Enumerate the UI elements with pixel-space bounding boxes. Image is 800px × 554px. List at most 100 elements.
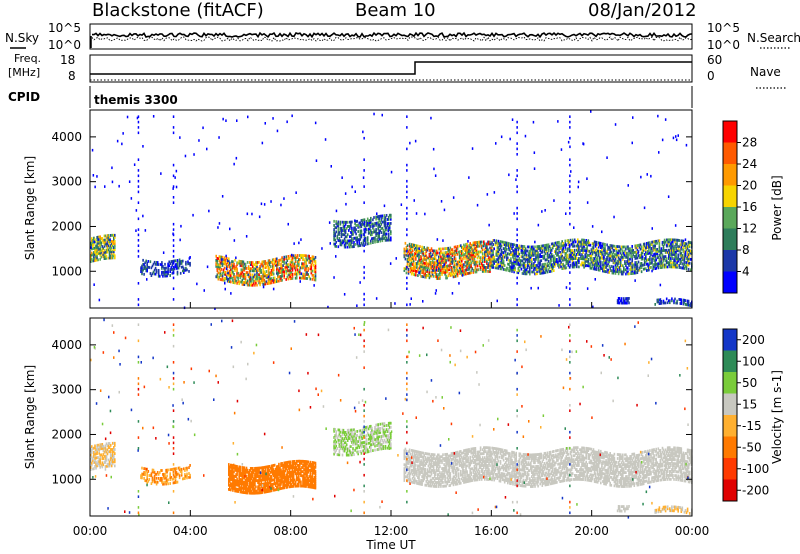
data-cell [471,251,474,255]
noise-cell [233,162,235,166]
data-cell [113,450,115,453]
data-cell [539,249,541,252]
data-cell [268,271,271,275]
data-cell [665,259,668,263]
data-cell [174,263,177,267]
data-cell [382,233,385,236]
data-cell [109,246,112,250]
data-cell [616,245,619,248]
data-cell [102,238,105,242]
data-cell [383,214,386,217]
noise-cell [362,130,364,134]
data-cell [663,255,666,259]
noise-cell [152,115,155,118]
data-cell [449,262,452,266]
data-cell [614,257,617,261]
data-cell [237,490,239,493]
data-cell [374,240,376,244]
data-cell [508,242,510,245]
data-cell [219,255,222,259]
data-cell [427,272,430,276]
data-cell [580,263,582,267]
data-cell [480,244,483,248]
noise-cell [375,297,378,300]
data-cell [629,249,631,253]
data-cell [281,266,283,270]
data-cell [408,256,411,260]
data-cell [350,241,352,245]
data-cell [92,467,94,471]
data-cell [593,250,596,254]
data-cell [530,266,532,270]
data-cell [513,270,515,274]
data-cell [378,217,380,220]
data-cell [556,253,558,257]
data-cell [228,477,230,481]
data-cell [684,250,687,254]
data-cell [493,262,495,265]
data-cell [103,249,106,252]
data-cell [252,485,254,489]
data-cell [344,220,347,224]
data-cell [235,489,237,493]
data-cell [687,301,690,305]
data-cell [450,273,453,277]
data-cell [616,264,619,267]
data-cell [253,477,255,481]
data-cell [519,261,522,265]
data-cell [164,472,166,476]
data-cell [458,244,461,248]
data-cell [351,241,353,245]
data-cell [472,253,475,257]
data-cell [461,263,463,267]
data-cell [424,265,426,269]
data-cell [251,483,253,487]
noise-cell [175,169,178,173]
data-cell [439,253,441,257]
data-cell [615,247,618,250]
data-cell [472,261,475,264]
data-cell [684,265,687,268]
data-cell [549,261,552,265]
data-cell [458,264,461,267]
data-cell [175,265,178,268]
data-cell [469,265,471,269]
data-cell [276,257,278,261]
data-cell [277,275,279,279]
data-cell [267,265,270,269]
data-cell [674,253,676,256]
data-cell [517,271,520,275]
data-cell [291,256,294,260]
data-cell [658,241,661,245]
data-cell [449,274,452,277]
streak-cell [137,228,140,231]
data-cell [161,270,163,274]
data-cell [441,271,443,274]
data-cell [491,263,493,267]
streak-cell [406,196,408,199]
data-cell [283,276,285,280]
data-cell [241,268,244,272]
data-cell [93,259,95,263]
data-cell [263,270,266,274]
data-cell [650,243,652,246]
data-cell [97,462,99,466]
data-cell [94,246,96,250]
data-cell [669,238,671,242]
data-cell [249,467,252,470]
data-cell [473,262,476,266]
noise-cell [387,229,390,232]
data-cell [249,273,252,277]
data-cell [577,253,579,256]
data-cell [357,244,359,248]
data-cell [365,224,368,227]
data-cell [421,269,423,272]
data-cell [544,244,547,247]
data-cell [635,261,638,264]
data-cell [502,268,505,271]
data-cell [246,261,249,264]
data-cell [581,242,583,246]
data-cell [466,246,468,250]
data-cell [595,268,598,271]
data-cell [547,264,550,267]
